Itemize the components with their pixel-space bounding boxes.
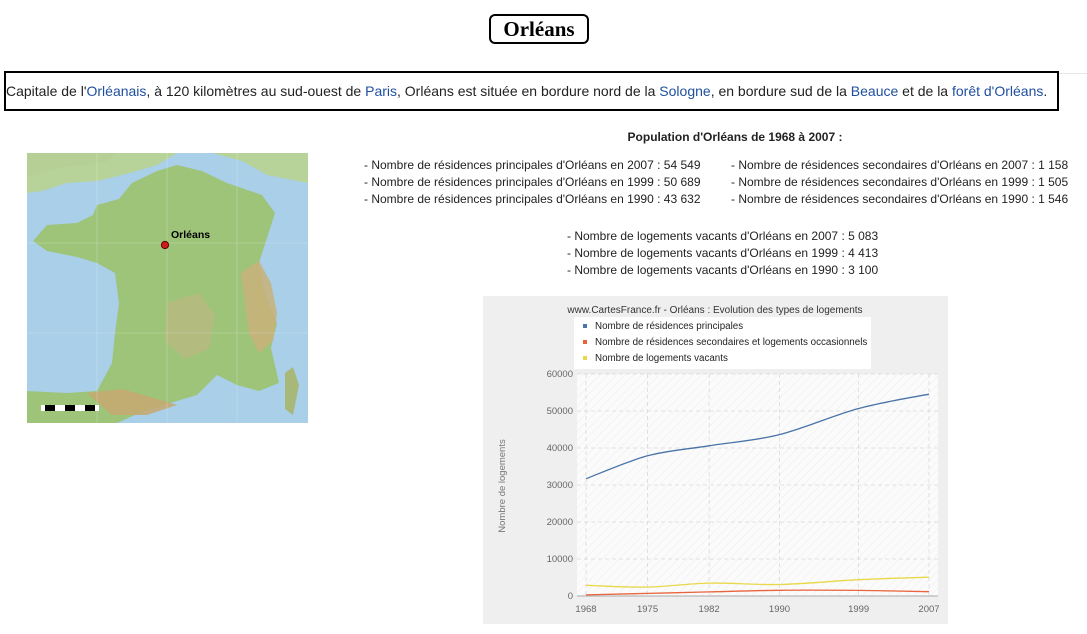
population-title: Population d'Orléans de 1968 à 2007 : (627, 130, 843, 144)
x-tick-label: 1990 (769, 604, 790, 615)
x-tick-label: 1982 (699, 604, 720, 615)
intro-text: et de la (898, 83, 952, 99)
y-tick-label: 30000 (547, 480, 573, 491)
x-tick-label: 1968 (575, 604, 596, 615)
link-paris[interactable]: Paris (365, 83, 398, 99)
stat-vacants-1999: - Nombre de logements vacants d'Orléans … (567, 246, 879, 260)
divider (1059, 73, 1087, 74)
map-massif-central-relief (165, 293, 215, 359)
link-orleanais[interactable]: Orléanais (86, 83, 147, 99)
y-tick-label: 60000 (547, 369, 573, 380)
intro-text: . (1043, 83, 1048, 99)
stat-principales-1999: - Nombre de résidences principales d'Orl… (364, 175, 701, 189)
map-scale-bar (41, 405, 99, 411)
y-tick-label: 20000 (547, 517, 573, 528)
link-foret-orleans[interactable]: forêt d'Orléans (951, 83, 1044, 99)
y-tick-label: 40000 (547, 443, 573, 454)
y-tick-label: 50000 (547, 406, 573, 417)
stat-vacants-1990: - Nombre de logements vacants d'Orléans … (567, 263, 879, 277)
housing-chart: www.CartesFrance.fr - Orléans : Evolutio… (483, 296, 948, 624)
plot-area-pattern (577, 374, 938, 596)
legend-swatch-1 (583, 340, 587, 344)
y-tick-label: 10000 (547, 554, 573, 565)
stat-secondaires-1990: - Nombre de résidences secondaires d'Orl… (731, 192, 1069, 206)
intro-text: Capitale de l' (6, 83, 87, 99)
orleans-marker-icon (160, 240, 170, 250)
legend-label-2: Nombre de logements vacants (595, 353, 728, 364)
x-tick-label: 1975 (637, 604, 658, 615)
intro-paragraph: Capitale de l'Orléanais, à 120 kilomètre… (4, 71, 1059, 111)
link-sologne[interactable]: Sologne (659, 83, 711, 99)
legend-label-0: Nombre de résidences principales (595, 321, 743, 332)
chart-legend (574, 317, 871, 369)
stat-principales-1990: - Nombre de résidences principales d'Orl… (364, 192, 701, 206)
series-line-1 (585, 589, 930, 596)
stat-vacants-2007: - Nombre de logements vacants d'Orléans … (567, 229, 879, 243)
page-title: Orléans (489, 14, 589, 44)
map-corsica (285, 367, 299, 415)
intro-text: , à 120 kilomètres au sud-ouest de (146, 83, 366, 99)
legend-label-1: Nombre de résidences secondaires et loge… (595, 337, 867, 348)
stat-secondaires-1999: - Nombre de résidences secondaires d'Orl… (731, 175, 1069, 189)
legend-swatch-2 (583, 356, 587, 360)
y-tick-label: 0 (568, 591, 573, 602)
series-line-2 (585, 576, 930, 588)
intro-text: , en bordure sud de la (710, 83, 851, 99)
map-alps-relief (241, 261, 277, 353)
intro-text: , Orléans est située en bordure nord de … (397, 83, 660, 99)
map-land-north (27, 153, 308, 193)
map-france-land (27, 165, 279, 423)
x-tick-label: 2007 (918, 604, 939, 615)
legend-swatch-0 (583, 324, 587, 328)
chart-title: www.CartesFrance.fr - Orléans : Evolutio… (566, 305, 862, 316)
stat-secondaires-2007: - Nombre de résidences secondaires d'Orl… (731, 158, 1069, 172)
stat-principales-2007: - Nombre de résidences principales d'Orl… (364, 158, 701, 172)
map-pyrenees-relief (87, 389, 177, 415)
series-line-0 (585, 393, 930, 480)
map-city-label: Orléans (171, 229, 210, 241)
x-tick-label: 1999 (848, 604, 869, 615)
france-map: Orléans (27, 153, 308, 423)
map-uk-coast (27, 153, 117, 177)
link-beauce[interactable]: Beauce (850, 83, 899, 99)
y-axis-label: Nombre de logements (497, 439, 508, 533)
